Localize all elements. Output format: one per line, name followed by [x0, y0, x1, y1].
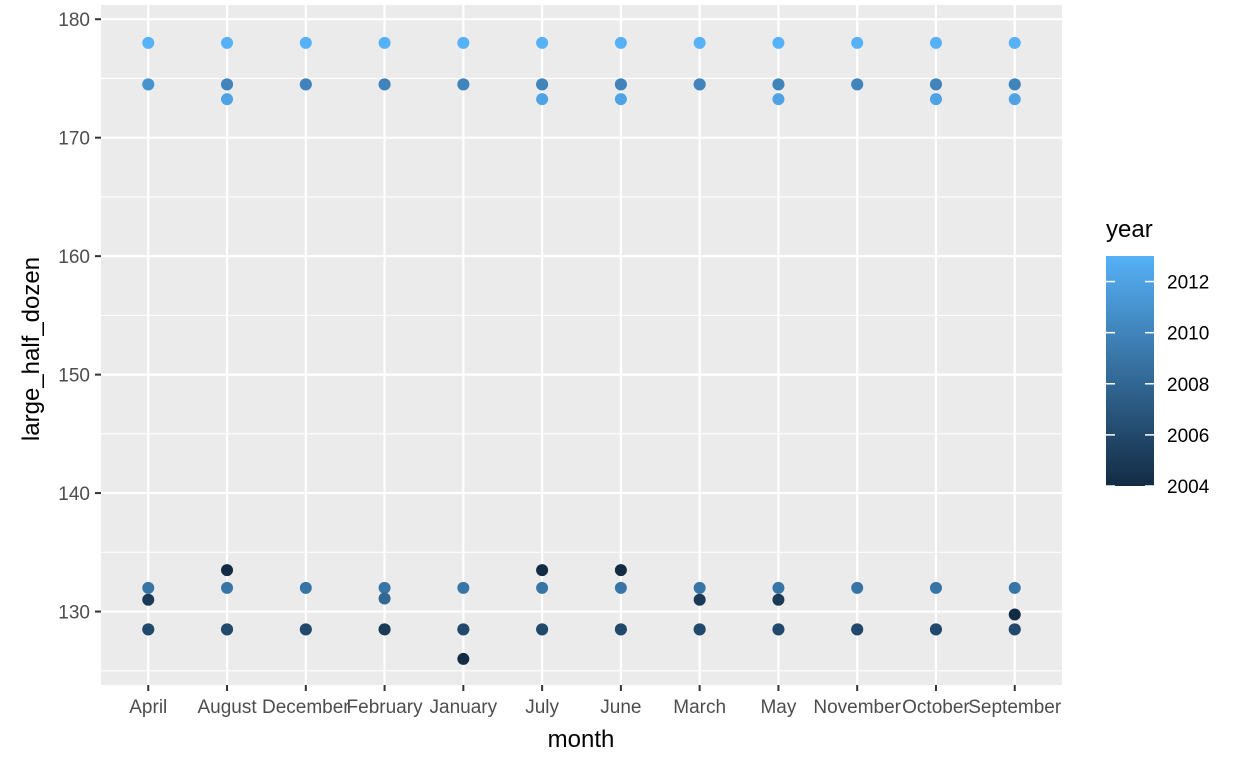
- legend-label: 2008: [1167, 375, 1209, 396]
- x-tick-label: June: [600, 697, 641, 718]
- data-point: [614, 93, 627, 106]
- data-point: [142, 623, 155, 636]
- x-axis-title: month: [548, 726, 615, 753]
- data-point: [536, 36, 549, 49]
- data-point: [1008, 623, 1021, 636]
- data-point: [614, 36, 627, 49]
- data-point: [929, 36, 942, 49]
- data-point: [457, 36, 470, 49]
- legend-ticks: 2012 2010 2008 2006 2004: [1106, 273, 1210, 498]
- data-point: [299, 78, 312, 91]
- x-tick-label: September: [968, 697, 1062, 718]
- data-point: [772, 36, 785, 49]
- y-tick-label: 130: [58, 603, 90, 624]
- y-axis: 130 140 150 160 170 180: [58, 10, 101, 624]
- data-point: [457, 652, 470, 665]
- legend-colorbar: [1106, 256, 1154, 486]
- y-axis-title: large_half_dozen: [18, 257, 45, 441]
- data-point: [1008, 93, 1021, 106]
- x-tick-label: November: [813, 697, 901, 718]
- data-point: [378, 623, 391, 636]
- data-point: [929, 93, 942, 106]
- data-point: [772, 623, 785, 636]
- data-point: [221, 623, 234, 636]
- data-point: [378, 36, 391, 49]
- data-point: [1008, 78, 1021, 91]
- year-legend: year 2012 2010 2008 2006 2004: [1106, 216, 1210, 498]
- data-point: [221, 36, 234, 49]
- data-point: [142, 581, 155, 594]
- data-point: [693, 593, 706, 606]
- data-point: [536, 623, 549, 636]
- data-point: [378, 581, 391, 594]
- data-point: [614, 78, 627, 91]
- data-point: [536, 564, 549, 577]
- x-tick-label: October: [902, 697, 970, 718]
- y-tick-label: 140: [58, 484, 90, 505]
- data-point: [1008, 581, 1021, 594]
- data-point: [221, 564, 234, 577]
- data-point: [851, 78, 864, 91]
- data-point: [614, 623, 627, 636]
- data-point: [772, 593, 785, 606]
- data-point: [929, 78, 942, 91]
- legend-label: 2010: [1167, 324, 1209, 345]
- x-tick-label: May: [760, 697, 796, 718]
- x-tick-label: August: [197, 697, 257, 718]
- data-points: [142, 36, 1021, 665]
- data-point: [772, 93, 785, 106]
- minor-gridlines: [101, 77, 1062, 672]
- y-tick-label: 160: [58, 247, 90, 268]
- data-point: [221, 93, 234, 106]
- data-point: [142, 593, 155, 606]
- data-point: [536, 581, 549, 594]
- data-point: [693, 623, 706, 636]
- x-tick-label: July: [525, 697, 559, 718]
- legend-label: 2006: [1167, 426, 1209, 447]
- data-point: [1008, 36, 1021, 49]
- legend-label: 2004: [1167, 477, 1210, 498]
- data-point: [851, 623, 864, 636]
- data-point: [1008, 608, 1021, 621]
- data-point: [614, 581, 627, 594]
- data-point: [457, 78, 470, 91]
- y-tick-label: 170: [58, 129, 90, 150]
- data-point: [378, 78, 391, 91]
- x-tick-label: March: [673, 697, 726, 718]
- data-point: [457, 623, 470, 636]
- x-tick-label: February: [347, 697, 424, 718]
- data-point: [693, 36, 706, 49]
- data-point: [299, 36, 312, 49]
- data-point: [536, 78, 549, 91]
- plot-panel: [101, 5, 1062, 685]
- data-point: [929, 623, 942, 636]
- data-point: [378, 592, 391, 605]
- data-point: [693, 78, 706, 91]
- y-tick-label: 180: [58, 10, 90, 31]
- data-point: [221, 581, 234, 594]
- data-point: [851, 581, 864, 594]
- data-point: [142, 78, 155, 91]
- y-tick-label: 150: [58, 366, 90, 387]
- legend-label: 2012: [1167, 273, 1209, 294]
- x-tick-label: April: [129, 697, 167, 718]
- data-point: [142, 36, 155, 49]
- data-point: [221, 78, 234, 91]
- data-point: [929, 581, 942, 594]
- data-point: [614, 564, 627, 577]
- data-point: [536, 93, 549, 106]
- x-tick-label: January: [430, 697, 498, 718]
- data-point: [457, 581, 470, 594]
- data-point: [851, 36, 864, 49]
- data-point: [693, 581, 706, 594]
- legend-title: year: [1106, 216, 1153, 243]
- data-point: [299, 581, 312, 594]
- data-point: [772, 581, 785, 594]
- data-point: [772, 78, 785, 91]
- x-tick-label: December: [262, 697, 350, 718]
- data-point: [299, 623, 312, 636]
